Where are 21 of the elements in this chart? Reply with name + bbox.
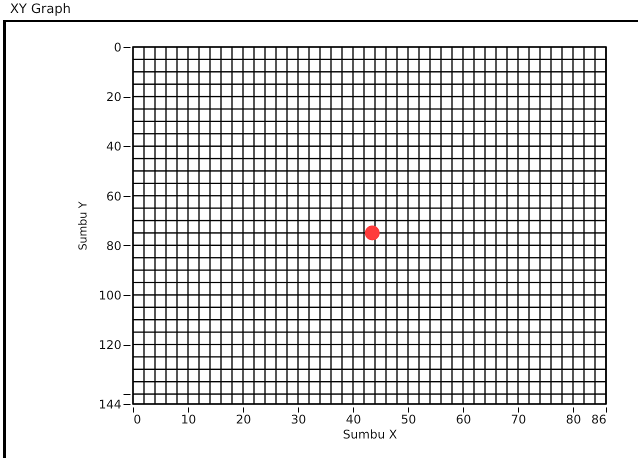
x-tick-label: 86 xyxy=(591,412,606,426)
y-axis-title: Sumbu Y xyxy=(76,201,90,250)
x-tick-label: 20 xyxy=(236,412,252,426)
y-tick-label: 40 xyxy=(106,140,122,154)
y-tick-label: 144 xyxy=(98,398,122,412)
x-tick-label: 50 xyxy=(400,412,416,426)
x-tick-label: 0 xyxy=(134,412,142,426)
x-tick-label: 10 xyxy=(180,412,196,426)
y-tick-label: 20 xyxy=(106,90,122,104)
x-axis-title: Sumbu X xyxy=(342,428,398,442)
y-tick-label: 80 xyxy=(106,238,122,253)
x-tick-label: 40 xyxy=(346,412,362,426)
y-tick-label: 60 xyxy=(106,189,122,204)
x-tick-label: 60 xyxy=(456,412,472,426)
x-tick-label: 30 xyxy=(290,412,306,426)
y-tick-label: 0 xyxy=(114,40,122,54)
x-tick-label: 70 xyxy=(510,412,526,426)
x-tick-label: 80 xyxy=(566,412,582,426)
y-tick-label: 120 xyxy=(98,338,122,352)
chart-title: XY Graph xyxy=(10,2,71,17)
y-tick-label: 100 xyxy=(98,288,122,302)
